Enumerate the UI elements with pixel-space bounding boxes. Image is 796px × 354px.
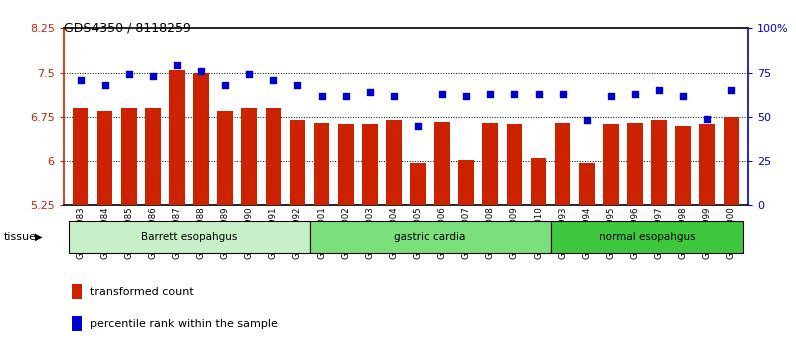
Text: GDS4350 / 8118259: GDS4350 / 8118259 (64, 21, 190, 34)
Bar (266, 108, 281, 205)
Bar (362, 124, 377, 205)
Bar (555, 123, 571, 205)
Bar (579, 163, 595, 205)
Text: Barrett esopahgus: Barrett esopahgus (141, 232, 237, 242)
Bar (72, 108, 88, 205)
Text: ▶: ▶ (35, 232, 42, 242)
Bar (603, 124, 618, 205)
Bar (482, 123, 498, 205)
Bar (217, 111, 233, 205)
Point (219, 82, 232, 88)
Bar (531, 158, 546, 205)
Point (315, 93, 328, 98)
Bar (290, 120, 306, 205)
Bar (724, 117, 739, 205)
Point (677, 93, 689, 98)
Point (604, 93, 617, 98)
Point (339, 93, 352, 98)
Point (291, 82, 304, 88)
Bar (506, 124, 522, 205)
Text: transformed count: transformed count (90, 287, 193, 297)
Point (267, 77, 279, 82)
Bar (338, 124, 353, 205)
Point (653, 87, 665, 93)
Point (533, 91, 545, 97)
Bar (145, 108, 161, 205)
Bar (121, 108, 137, 205)
Point (701, 116, 714, 121)
Text: tissue: tissue (4, 232, 37, 242)
Point (243, 72, 256, 77)
Point (556, 91, 569, 97)
Bar (551, 221, 743, 253)
Point (629, 91, 642, 97)
Point (725, 87, 738, 93)
Bar (627, 123, 643, 205)
Point (364, 89, 377, 95)
Text: gastric cardia: gastric cardia (394, 232, 466, 242)
Text: normal esopahgus: normal esopahgus (599, 232, 696, 242)
Bar (97, 111, 112, 205)
Bar (68, 221, 310, 253)
Bar (241, 108, 257, 205)
Bar (651, 120, 667, 205)
Point (74, 77, 87, 82)
Bar (700, 124, 715, 205)
Bar (386, 120, 402, 205)
Point (484, 91, 497, 97)
Point (435, 91, 448, 97)
Bar (314, 123, 330, 205)
Point (195, 68, 208, 74)
Point (98, 82, 111, 88)
Bar (169, 70, 185, 205)
Bar (458, 160, 474, 205)
Point (412, 123, 424, 129)
Point (170, 63, 183, 68)
Point (460, 93, 473, 98)
Bar (435, 121, 450, 205)
Point (146, 73, 159, 79)
Point (508, 91, 521, 97)
Bar (675, 126, 691, 205)
Point (123, 72, 135, 77)
Bar (193, 73, 209, 205)
Point (580, 118, 593, 123)
Point (388, 93, 400, 98)
Bar (410, 163, 426, 205)
Text: percentile rank within the sample: percentile rank within the sample (90, 319, 278, 329)
Bar (310, 221, 551, 253)
